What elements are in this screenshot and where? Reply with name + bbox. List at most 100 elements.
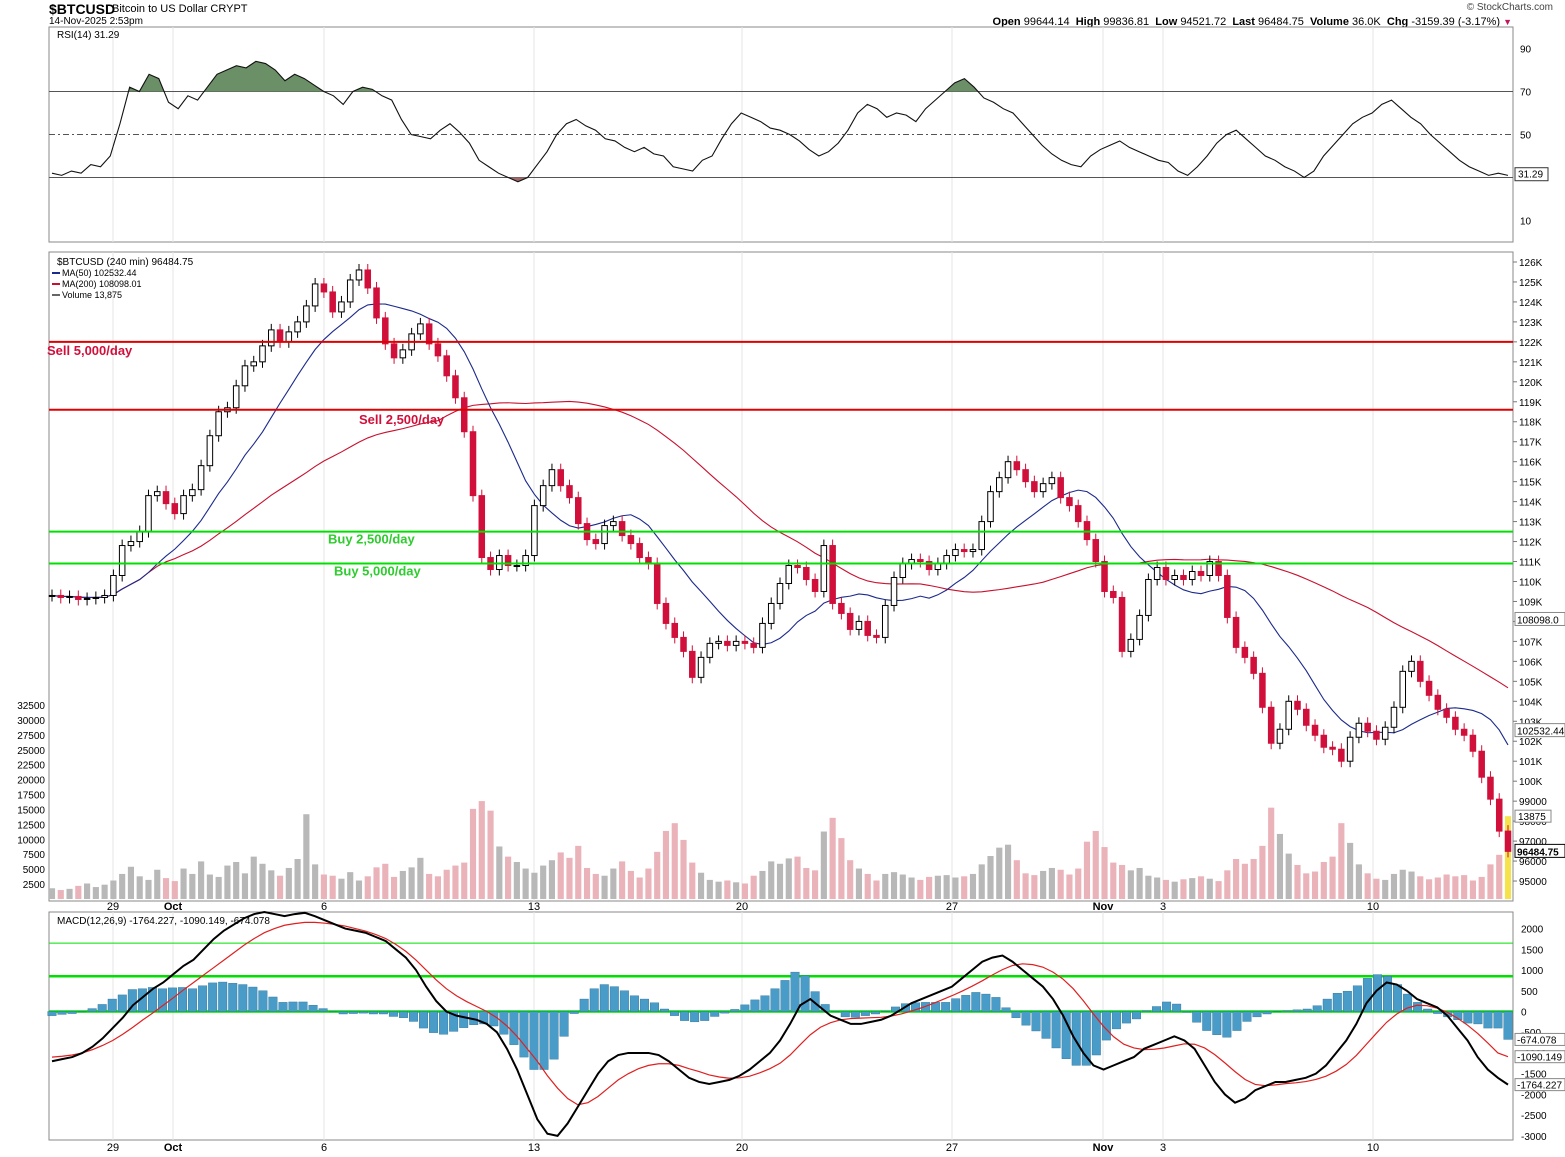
volume-bar xyxy=(48,888,56,899)
macd-y-tick-label: 2000 xyxy=(1521,925,1544,936)
volume-bar xyxy=(706,879,713,899)
price-y-tick-label: 100K xyxy=(1519,777,1543,788)
price-tag-box xyxy=(1514,611,1565,626)
volume-bar xyxy=(399,870,406,899)
volume-bar xyxy=(1355,864,1362,899)
volume-bar xyxy=(303,814,310,899)
macd-histogram-bar xyxy=(840,1011,850,1018)
candle-body xyxy=(1162,567,1170,580)
candle-body xyxy=(1443,708,1450,718)
macd-histogram-bar xyxy=(961,995,971,1012)
rsi-y-tick-label: 50 xyxy=(1520,131,1532,142)
macd-histogram-bar xyxy=(1071,1011,1081,1066)
candle-body xyxy=(425,323,433,345)
macd-histogram-bar xyxy=(218,981,228,1012)
macd-histogram-bar xyxy=(1393,984,1403,1012)
macd-histogram-bar xyxy=(409,1011,418,1022)
macd-histogram-bar xyxy=(157,988,167,1012)
volume-bar xyxy=(619,861,626,899)
candle-body xyxy=(259,345,266,363)
macd-histogram-bar xyxy=(790,971,800,1012)
volume-bar xyxy=(268,870,275,899)
candle-body xyxy=(1346,736,1354,762)
macd-histogram-bar xyxy=(891,1006,900,1012)
macd-histogram-bar xyxy=(358,1011,368,1014)
volume-bar xyxy=(583,867,591,899)
volume-bar xyxy=(899,874,906,899)
macd-histogram-bar xyxy=(419,1011,428,1029)
macd-histogram-bar xyxy=(690,1011,700,1023)
candle-body xyxy=(1180,575,1187,580)
volume-bar xyxy=(496,846,503,899)
candle-body xyxy=(513,565,521,568)
candle-body xyxy=(303,305,310,323)
candle-body xyxy=(715,640,722,644)
macd-histogram-bar xyxy=(398,1011,408,1018)
macd-histogram-bar xyxy=(459,1011,469,1028)
volume-bar xyxy=(276,875,284,899)
price-y-tick-label: 116K xyxy=(1519,458,1542,469)
volume-bar xyxy=(1469,880,1476,899)
volume-bar xyxy=(364,876,371,899)
candle-body xyxy=(1355,722,1363,738)
candle-body xyxy=(153,491,161,497)
symbol-title: $BTCUSD xyxy=(49,1,116,17)
volume-bar xyxy=(1452,876,1459,899)
macd-y-tick-label: -1500 xyxy=(1521,1070,1547,1081)
macd-histogram-bar xyxy=(549,1011,559,1060)
volume-bar xyxy=(908,877,915,899)
price-tag-box xyxy=(1514,843,1565,858)
volume-bar xyxy=(443,869,450,899)
candle-body xyxy=(434,343,442,357)
candle-body xyxy=(1390,706,1398,728)
volume-bar xyxy=(224,865,231,899)
price-y-tick-label: 115K xyxy=(1519,478,1542,489)
macd-histogram-bar xyxy=(439,1011,449,1035)
volume-bar xyxy=(768,861,775,899)
macd-histogram-bar xyxy=(1222,1011,1232,1038)
macd-histogram-bar xyxy=(1121,1011,1131,1024)
volume-bar xyxy=(1259,845,1266,899)
open-value: 99644.14 xyxy=(1023,16,1070,28)
x-tick-label: 20 xyxy=(736,901,748,913)
price-y-tick-label: 102K xyxy=(1519,737,1543,748)
candle-body xyxy=(969,549,977,553)
volume-bar xyxy=(1417,876,1424,899)
volume-bar xyxy=(1180,879,1187,899)
volume-bar xyxy=(320,874,327,899)
volume-bar xyxy=(1496,854,1503,899)
candle-body xyxy=(118,545,126,577)
volume-bar xyxy=(873,880,880,899)
macd-histogram-bar xyxy=(1302,1008,1312,1012)
volume-bar xyxy=(943,875,950,899)
volume-bar xyxy=(1285,853,1292,899)
volume-bar xyxy=(1276,833,1284,899)
price-legend-entry: MA(50) 102532.44 xyxy=(62,268,137,278)
volume-bar xyxy=(1478,876,1485,899)
volume-bar xyxy=(1215,881,1222,899)
volume-bar xyxy=(338,878,345,899)
price-y-tick-label: 105K xyxy=(1519,677,1543,688)
volume-bar xyxy=(1408,871,1415,899)
chg-value: -3159.39 (-3.17%) xyxy=(1411,16,1501,28)
candle-body xyxy=(776,582,784,604)
macd-current-label: -1764.227 xyxy=(1517,1081,1562,1092)
volume-bar xyxy=(794,856,801,899)
volume-bar xyxy=(1101,847,1108,899)
candle-body xyxy=(960,549,968,553)
volume-bar xyxy=(1127,870,1134,899)
candle-body xyxy=(206,435,214,467)
macd-histogram-bar xyxy=(509,1011,519,1045)
volume-bar xyxy=(1382,879,1389,899)
macd-histogram-bar xyxy=(921,1002,931,1012)
volume-bar xyxy=(408,867,415,899)
volume-bar xyxy=(1320,861,1327,899)
volume-bar xyxy=(75,885,82,899)
macd-histogram-bar xyxy=(971,992,981,1012)
candle-body xyxy=(320,283,328,293)
candle-body xyxy=(101,594,108,598)
candle-body xyxy=(636,543,643,559)
candle-body xyxy=(1197,571,1205,577)
volume-bar xyxy=(513,861,520,899)
candle-body xyxy=(1188,571,1196,580)
